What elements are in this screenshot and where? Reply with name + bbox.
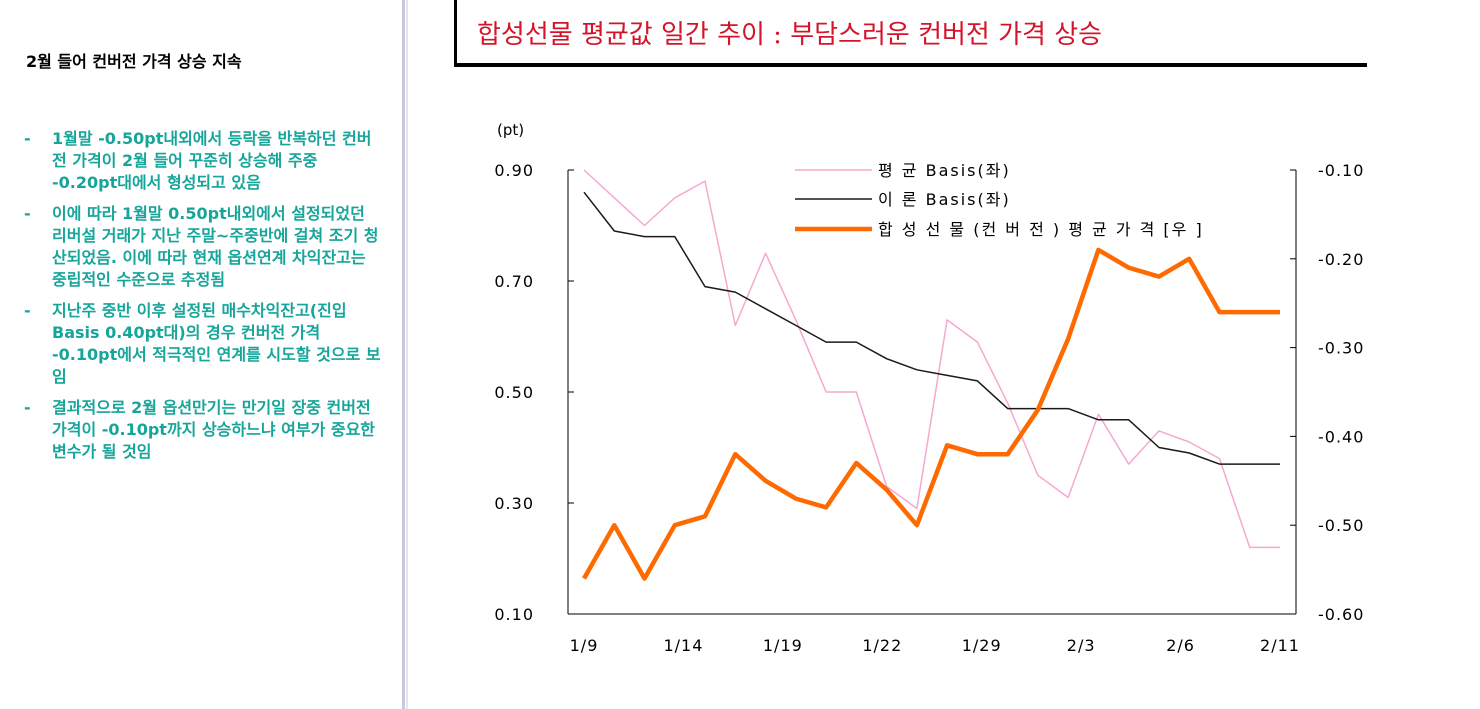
legend-label: 평 균 Basis(좌): [878, 161, 1011, 180]
y-left-tick-label: 0.50: [494, 383, 534, 402]
bullet-text: 지난주 중반 이후 설정된 매수차익잔고(진입Basis 0.40pt대)의 경…: [52, 301, 381, 386]
summary-heading: 2월 들어 컨버전 가격 상승 지속: [26, 52, 242, 71]
y-right-tick-label: -0.30: [1318, 339, 1364, 358]
y-left-tick-label: 0.90: [494, 161, 534, 180]
chart-title: 합성선물 평균값 일간 추이 : 부담스러운 컨버전 가격 상승: [477, 20, 1103, 50]
y-left-tick-label: 0.70: [494, 272, 534, 291]
x-tick-label: 1/9: [570, 636, 599, 655]
bullet-text: 1월말 -0.50pt내외에서 등락을 반복하던 컨버전 가격이 2월 들어 꾸…: [52, 129, 372, 192]
y-right-tick-label: -0.20: [1318, 250, 1364, 269]
panel-divider: [402, 0, 405, 709]
x-tick-label: 1/19: [763, 636, 803, 655]
x-tick-label: 1/29: [962, 636, 1002, 655]
legend-label: 합 성 선 물 (컨 버 전 ) 평 균 가 격 [우 ]: [878, 220, 1204, 239]
y-left-tick-label: 0.10: [494, 605, 534, 624]
bullet-dash: -: [24, 204, 31, 223]
x-tick-label: 2/6: [1166, 636, 1195, 655]
y-right-tick-label: -0.60: [1318, 605, 1364, 624]
legend-label: 이 론 Basis(좌): [878, 190, 1011, 209]
x-tick-label: 2/11: [1260, 636, 1300, 655]
panel-divider-shadow: [406, 0, 408, 709]
bullet-item: - 1월말 -0.50pt내외에서 등락을 반복하던 컨버전 가격이 2월 들어 …: [24, 128, 384, 194]
bullet-item: - 지난주 중반 이후 설정된 매수차익잔고(진입Basis 0.40pt대)의 …: [24, 300, 384, 388]
bullet-item: - 이에 따라 1월말 0.50pt내외에서 설정되었던 리버설 거래가 지난 주…: [24, 203, 384, 291]
x-tick-label: 2/3: [1067, 636, 1096, 655]
bullet-text: 이에 따라 1월말 0.50pt내외에서 설정되었던 리버설 거래가 지난 주말…: [52, 204, 379, 289]
left-panel: 2월 들어 컨버전 가격 상승 지속 - 1월말 -0.50pt내외에서 등락을 …: [0, 0, 400, 709]
bullet-text: 결과적으로 2월 옵션만기는 만기일 장중 컨버전 가격이 -0.10pt까지 …: [52, 398, 376, 461]
series-line-0: [583, 169, 1280, 549]
series-line-2: [582, 247, 1280, 581]
series-line-1: [583, 191, 1280, 465]
bullet-list: - 1월말 -0.50pt내외에서 등락을 반복하던 컨버전 가격이 2월 들어 …: [24, 128, 384, 472]
bullet-dash: -: [24, 129, 31, 148]
y-left-tick-label: 0.30: [494, 494, 534, 513]
chart-title-box: 합성선물 평균값 일간 추이 : 부담스러운 컨버전 가격 상승: [454, 0, 1367, 67]
y-right-tick-label: -0.40: [1318, 427, 1364, 446]
bullet-item: - 결과적으로 2월 옵션만기는 만기일 장중 컨버전 가격이 -0.10pt까지…: [24, 397, 384, 463]
x-tick-label: 1/14: [663, 636, 703, 655]
bullet-dash: -: [24, 398, 31, 417]
x-tick-label: 1/22: [862, 636, 902, 655]
y-unit-label: (pt): [497, 121, 524, 139]
bullet-dash: -: [24, 301, 31, 320]
y-right-tick-label: -0.10: [1318, 161, 1364, 180]
y-right-tick-label: -0.50: [1318, 516, 1364, 535]
